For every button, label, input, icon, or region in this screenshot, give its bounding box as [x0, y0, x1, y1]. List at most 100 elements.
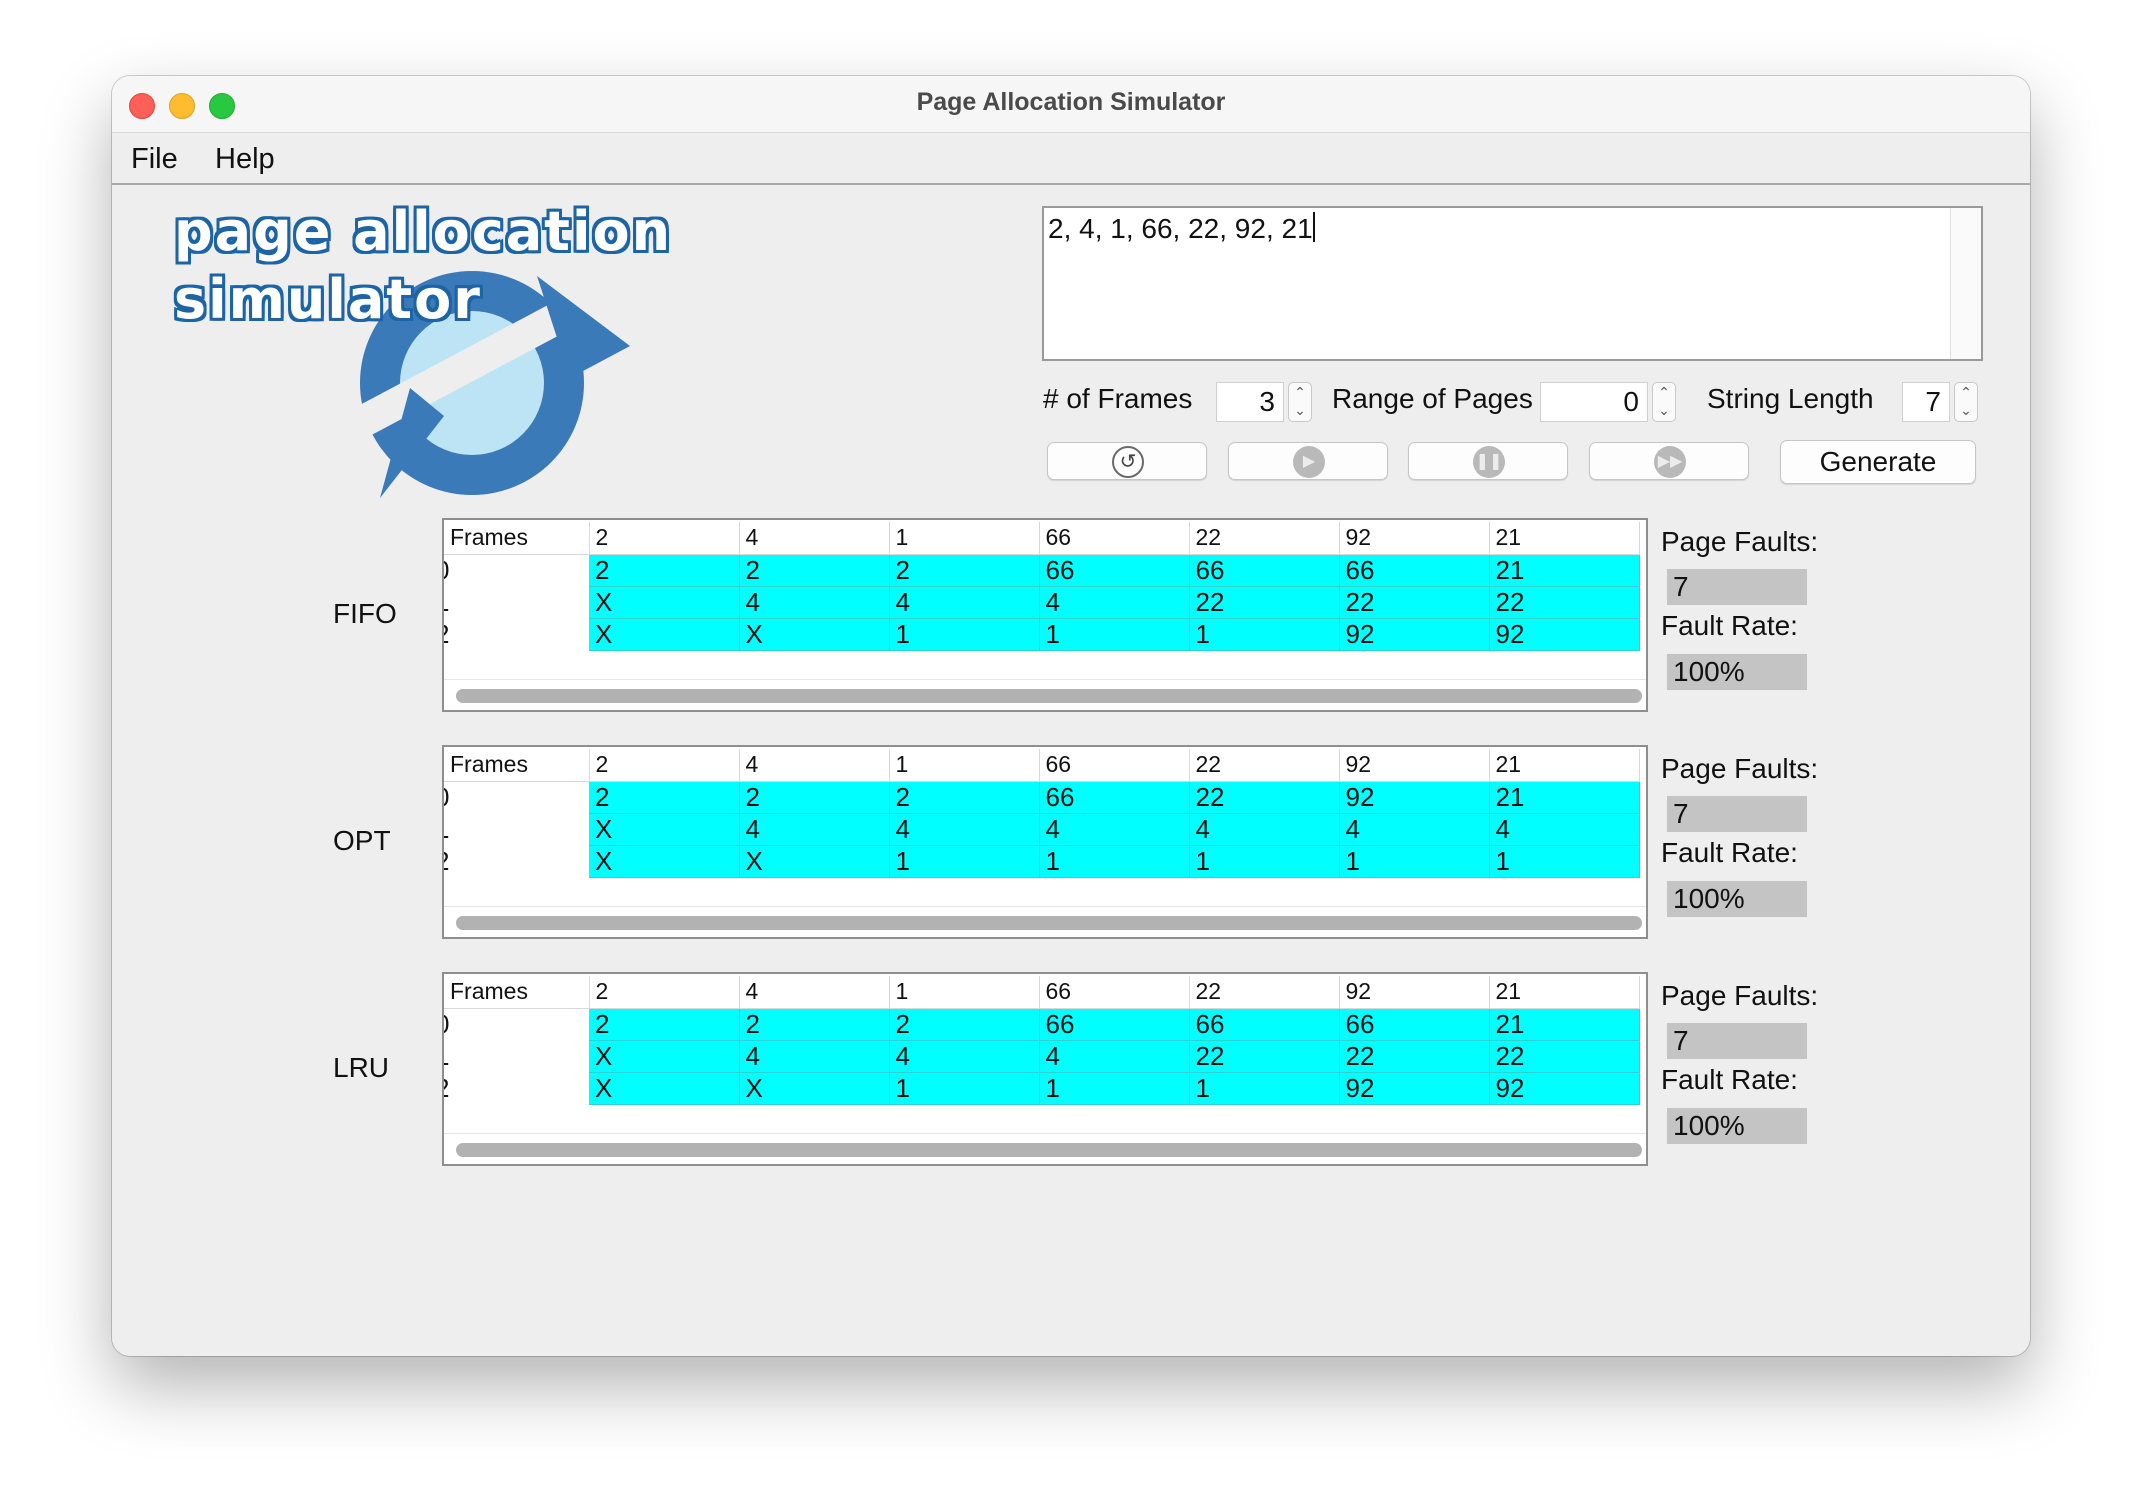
- page-column-header: 21: [1489, 749, 1640, 782]
- frame-cell: 1: [1039, 618, 1190, 651]
- frame-cell: X: [589, 586, 740, 619]
- window-title: Page Allocation Simulator: [916, 88, 1226, 116]
- frame-cell: 1: [1489, 845, 1640, 878]
- frames-label: # of Frames: [1043, 383, 1193, 414]
- logo-line1: page allocation: [174, 200, 673, 263]
- textarea-scrollbar[interactable]: [1950, 208, 1981, 359]
- frame-cell: X: [589, 618, 740, 651]
- page-column-header: 2: [589, 749, 740, 782]
- table-row: 022266666621: [444, 1008, 1640, 1041]
- frame-cell: X: [739, 618, 890, 651]
- table-row: 022266229221: [444, 781, 1640, 814]
- frame-cell: 4: [1039, 586, 1190, 619]
- algorithm-label-lru: LRU: [333, 1052, 390, 1083]
- frame-cell: 92: [1489, 618, 1640, 651]
- fault-rate-label: Fault Rate:: [1661, 610, 1798, 641]
- fault-rate-value: 100%: [1667, 1108, 1807, 1144]
- frame-cell: X: [589, 813, 740, 846]
- frame-cell: 2: [589, 781, 740, 814]
- title-bar: Page Allocation Simulator: [112, 76, 2030, 133]
- frame-cell: 2: [589, 554, 740, 587]
- string-length-stepper[interactable]: ⌃ ⌄: [1954, 382, 1978, 422]
- fault-rate-value: 100%: [1667, 881, 1807, 917]
- frame-cell: 4: [739, 1040, 890, 1073]
- text-caret: [1312, 212, 1315, 242]
- page-column-header: 66: [1039, 749, 1190, 782]
- frame-cell: 21: [1489, 1008, 1640, 1041]
- frame-cell: X: [739, 1072, 890, 1105]
- frame-row-label: 1: [444, 813, 589, 845]
- fast-forward-icon: ▶▶: [1654, 446, 1686, 478]
- frames-input[interactable]: 3: [1216, 382, 1284, 422]
- scrollbar-thumb[interactable]: [456, 916, 1642, 930]
- frame-cell: 92: [1339, 1072, 1490, 1105]
- frames-column-header: Frames: [444, 976, 590, 1009]
- frames-table-opt: Frames241662292210222662292211X4444442XX…: [442, 745, 1648, 939]
- frame-cell: 2: [589, 1008, 740, 1041]
- frame-row-label: 2: [444, 845, 589, 877]
- page-faults-label: Page Faults:: [1661, 980, 1819, 1011]
- frame-cell: 22: [1189, 781, 1340, 814]
- table-row: 2XX11111: [444, 845, 1640, 878]
- play-icon: ▶: [1293, 446, 1325, 478]
- frame-row-label: 1: [444, 1040, 589, 1072]
- reset-icon: ↺: [1112, 446, 1144, 478]
- page-column-header: 66: [1039, 976, 1190, 1009]
- pause-button[interactable]: ❚❚: [1408, 442, 1568, 480]
- frame-cell: 4: [889, 813, 1040, 846]
- page-column-header: 1: [889, 976, 1040, 1009]
- scrollbar-thumb[interactable]: [456, 689, 1642, 703]
- app-logo: [172, 198, 672, 558]
- frame-cell: 92: [1339, 781, 1490, 814]
- page-column-header: 21: [1489, 976, 1640, 1009]
- frame-cell: 22: [1339, 1040, 1490, 1073]
- frame-cell: X: [739, 845, 890, 878]
- frame-cell: 1: [1189, 1072, 1340, 1105]
- frame-cell: 4: [1339, 813, 1490, 846]
- frame-cell: 1: [1189, 618, 1340, 651]
- page-faults-label: Page Faults:: [1661, 526, 1819, 557]
- fault-rate-label: Fault Rate:: [1661, 837, 1798, 868]
- scrollbar-thumb[interactable]: [456, 1143, 1642, 1157]
- frame-cell: 2: [739, 1008, 890, 1041]
- fault-rate-label: Fault Rate:: [1661, 1064, 1798, 1095]
- frames-table-fifo: Frames241662292210222666666211X444222222…: [442, 518, 1648, 712]
- algorithm-label-opt: OPT: [333, 825, 391, 856]
- page-column-header: 4: [739, 749, 890, 782]
- page-column-header: 22: [1189, 522, 1340, 555]
- table-row: 022266666621: [444, 554, 1640, 587]
- page-column-header: 21: [1489, 522, 1640, 555]
- menu-help[interactable]: Help: [215, 143, 275, 175]
- page-column-header: 2: [589, 522, 740, 555]
- frame-cell: 1: [889, 1072, 1040, 1105]
- frames-stepper[interactable]: ⌃ ⌄: [1288, 382, 1312, 422]
- minimize-window-button[interactable]: [169, 93, 195, 119]
- string-length-input[interactable]: 7: [1902, 382, 1950, 422]
- frame-cell: 66: [1039, 781, 1190, 814]
- maximize-window-button[interactable]: [209, 93, 235, 119]
- frame-cell: 92: [1489, 1072, 1640, 1105]
- frame-cell: 4: [1039, 813, 1190, 846]
- frames-table-grid: Frames241662292210222666666211X444222222…: [444, 976, 1640, 1105]
- frame-cell: 1: [889, 618, 1040, 651]
- frame-cell: 1: [1339, 845, 1490, 878]
- play-button[interactable]: ▶: [1228, 442, 1388, 480]
- page-faults-value: 7: [1667, 569, 1807, 605]
- frame-cell: X: [589, 1072, 740, 1105]
- step-forward-button[interactable]: ▶▶: [1589, 442, 1749, 480]
- frame-row-label: 2: [444, 618, 589, 650]
- horizontal-scrollbar[interactable]: [444, 1133, 1646, 1164]
- horizontal-scrollbar[interactable]: [444, 679, 1646, 710]
- reference-string-input[interactable]: 2, 4, 1, 66, 22, 92, 21: [1042, 206, 1983, 361]
- horizontal-scrollbar[interactable]: [444, 906, 1646, 937]
- range-of-pages-stepper[interactable]: ⌃ ⌄: [1652, 382, 1676, 422]
- generate-button[interactable]: Generate: [1780, 440, 1976, 484]
- frame-cell: 2: [739, 554, 890, 587]
- menu-file[interactable]: File: [131, 143, 178, 175]
- close-window-button[interactable]: [129, 93, 155, 119]
- range-of-pages-input[interactable]: 0: [1540, 382, 1648, 422]
- reset-button[interactable]: ↺: [1047, 442, 1207, 480]
